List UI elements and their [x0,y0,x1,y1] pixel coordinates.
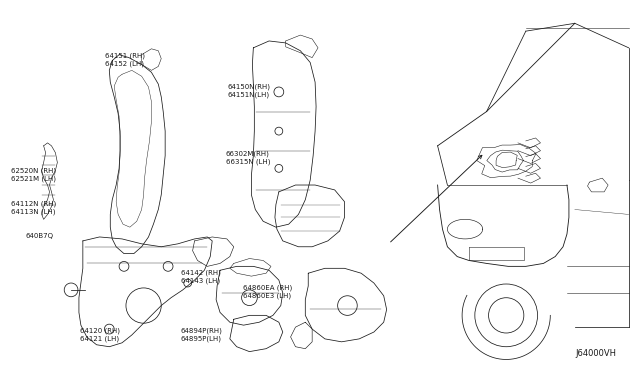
Text: 64142 (RH)
64143 (LH): 64142 (RH) 64143 (LH) [180,269,221,284]
Polygon shape [230,259,271,276]
Polygon shape [216,266,283,325]
Text: 64151 (RH)
64152 (LH): 64151 (RH) 64152 (LH) [106,53,145,67]
Text: 64860EA (RH)
64860E3 (LH): 64860EA (RH) 64860E3 (LH) [243,285,292,299]
Text: 62520N (RH)
62521M (LH): 62520N (RH) 62521M (LH) [12,168,56,182]
Polygon shape [114,70,152,227]
Polygon shape [252,41,316,227]
Polygon shape [469,247,524,260]
Polygon shape [305,268,387,342]
Text: 64894P(RH)
64895P(LH): 64894P(RH) 64895P(LH) [180,327,223,342]
Polygon shape [285,35,318,58]
Polygon shape [588,178,608,192]
Text: 640B7Q: 640B7Q [25,233,53,239]
Text: 64112N (RH)
64113N (LH): 64112N (RH) 64113N (LH) [12,201,57,215]
Text: J64000VH: J64000VH [575,349,616,358]
Polygon shape [79,237,212,347]
Polygon shape [291,322,312,349]
Text: 64120 (RH)
64121 (LH): 64120 (RH) 64121 (LH) [81,327,120,342]
Text: 66302M(RH)
66315N (LH): 66302M(RH) 66315N (LH) [226,150,271,165]
Text: 64150N(RH)
64151N(LH): 64150N(RH) 64151N(LH) [227,83,270,98]
Polygon shape [42,143,58,219]
Polygon shape [275,185,344,247]
Polygon shape [141,49,161,70]
Polygon shape [230,315,283,352]
Polygon shape [109,55,165,254]
Polygon shape [193,237,234,266]
